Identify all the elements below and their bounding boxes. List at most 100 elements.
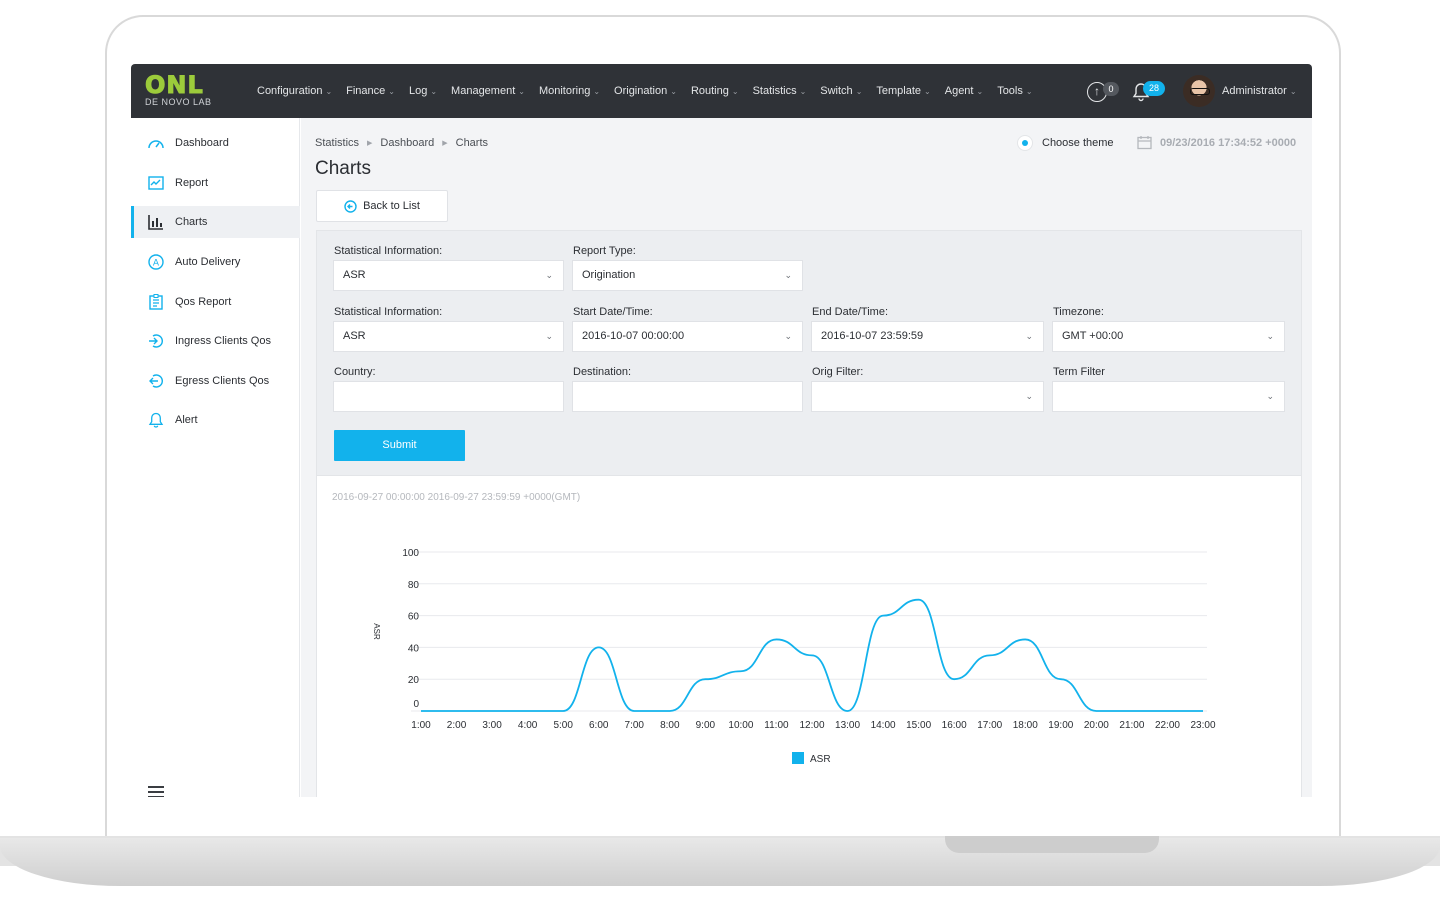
qos-report-icon	[147, 293, 165, 311]
sidebar-item-auto-delivery[interactable]: A Auto Delivery	[131, 246, 300, 278]
chevron-down-icon: ⌄	[1025, 331, 1033, 341]
x-tick-label: 18:00	[1013, 720, 1038, 731]
breadcrumb: Statistics ▶ Dashboard ▶ Charts	[315, 137, 488, 149]
logo[interactable]: ONL DE NOVO LAB	[145, 71, 225, 110]
term-filter-label: Term Filter	[1053, 366, 1105, 378]
x-tick-label: 10:00	[728, 720, 753, 731]
chart-panel: 2016-09-27 00:00:00 2016-09-27 23:59:59 …	[316, 476, 1302, 797]
menu-configuration[interactable]: Configuration ⌄	[257, 85, 333, 97]
x-tick-label: 7:00	[625, 720, 645, 731]
x-tick-label: 6:00	[589, 720, 609, 731]
chevron-down-icon: ⌄	[545, 331, 553, 341]
x-tick-label: 23:00	[1190, 720, 1215, 731]
menu-log[interactable]: Log ⌄	[408, 85, 438, 97]
sidebar-item-charts[interactable]: Charts	[131, 206, 300, 238]
menu-agent[interactable]: Agent ⌄	[944, 85, 984, 97]
ingress-icon	[147, 332, 165, 350]
menu-switch[interactable]: Switch ⌄	[820, 85, 863, 97]
x-tick-label: 9:00	[696, 720, 716, 731]
x-tick-label: 13:00	[835, 720, 860, 731]
destination-input[interactable]	[572, 381, 803, 412]
x-tick-label: 17:00	[977, 720, 1002, 731]
breadcrumb-statistics[interactable]: Statistics	[315, 137, 360, 149]
y-tick-label: 100	[402, 548, 419, 559]
end-datetime-label: End Date/Time:	[812, 306, 889, 318]
user-menu[interactable]: Administrator ⌄	[1222, 85, 1297, 97]
notification-count-badge: 28	[1143, 81, 1165, 96]
auto-delivery-icon: A	[147, 253, 165, 271]
submit-button[interactable]: Submit	[334, 430, 465, 461]
chevron-down-icon: ⌄	[1266, 331, 1274, 341]
x-tick-label: 21:00	[1119, 720, 1144, 731]
charts-icon	[147, 213, 165, 231]
chevron-down-icon: ⌄	[799, 87, 807, 96]
svg-text:A: A	[153, 259, 160, 269]
stat-info-1-select[interactable]: ASR ⌄	[333, 260, 564, 291]
app-screen: ONL DE NOVO LAB Configuration ⌄ Finance ⌄ …	[131, 64, 1312, 797]
chevron-down-icon: ⌄	[924, 87, 931, 96]
chevron-down-icon: ⌄	[976, 87, 984, 96]
main-content: Statistics ▶ Dashboard ▶ Charts Charts C…	[301, 118, 1312, 797]
sidebar-item-report[interactable]: Report	[131, 167, 300, 199]
laptop-base	[0, 838, 1440, 886]
chevron-down-icon: ⌄	[545, 270, 553, 280]
chevron-right-icon: ▶	[367, 140, 373, 147]
chevron-down-icon: ⌄	[1289, 87, 1297, 96]
sidebar-item-qos-report[interactable]: Qos Report	[131, 286, 300, 318]
back-to-list-button[interactable]: Back to List	[316, 190, 448, 222]
stat-info-1-label: Statistical Information:	[334, 245, 443, 257]
start-datetime-label: Start Date/Time:	[573, 306, 653, 318]
logo-subtitle: DE NOVO LAB	[145, 97, 212, 107]
orig-filter-label: Orig Filter:	[812, 366, 864, 378]
menu-routing[interactable]: Routing ⌄	[690, 85, 739, 97]
timezone-select[interactable]: GMT +00:00 ⌄	[1052, 321, 1285, 352]
chevron-down-icon: ⌄	[670, 87, 677, 96]
country-label: Country:	[334, 366, 376, 378]
choose-theme[interactable]: Choose theme	[1018, 136, 1114, 150]
x-tick-label: 2:00	[447, 720, 467, 731]
arrow-left-circle-icon	[344, 199, 357, 213]
x-tick-label: 15:00	[906, 720, 931, 731]
menu-monitoring[interactable]: Monitoring ⌄	[538, 85, 601, 97]
country-input[interactable]	[333, 381, 564, 412]
legend-swatch-asr	[792, 752, 804, 764]
x-tick-label: 20:00	[1084, 720, 1109, 731]
sidebar-item-alert[interactable]: Alert	[131, 404, 300, 436]
menu-statistics[interactable]: Statistics ⌄	[752, 85, 807, 97]
logo-mark: ONL	[145, 71, 204, 99]
menu-tools[interactable]: Tools ⌄	[997, 85, 1033, 97]
menu-management[interactable]: Management ⌄	[451, 85, 525, 97]
asr-line-chart: 0 20 40 60 80 100 1:00 2:00 3:00 4:00 5:00 6:00 7:00…	[372, 548, 1216, 765]
chevron-down-icon: ⌄	[1025, 87, 1033, 96]
sidebar-item-ingress-clients-qos[interactable]: Ingress Clients Qos	[131, 325, 300, 357]
term-filter-select[interactable]: ⌄	[1052, 381, 1285, 412]
stat-info-2-select[interactable]: ASR ⌄	[333, 321, 564, 352]
menu-origination[interactable]: Origination ⌄	[614, 85, 677, 97]
y-tick-label: 20	[408, 675, 420, 686]
x-tick-label: 1:00	[411, 720, 431, 731]
report-type-label: Report Type:	[573, 245, 636, 257]
chevron-down-icon: ⌄	[1025, 391, 1033, 401]
breadcrumb-dashboard[interactable]: Dashboard	[380, 137, 435, 149]
y-tick-label: 40	[408, 643, 420, 654]
chevron-right-icon: ▶	[442, 140, 448, 147]
theme-dot-icon	[1018, 136, 1032, 150]
y-tick-label: 0	[413, 699, 419, 710]
menu-finance[interactable]: Finance ⌄	[346, 85, 395, 97]
legend-label-asr: ASR	[810, 754, 831, 765]
user-avatar[interactable]	[1183, 75, 1215, 107]
hamburger-menu-icon[interactable]	[148, 786, 164, 797]
chevron-down-icon: ⌄	[784, 270, 792, 280]
end-datetime-field[interactable]: 2016-10-07 23:59:59 ⌄	[811, 321, 1044, 352]
menu-template[interactable]: Template ⌄	[876, 85, 931, 97]
sidebar-item-egress-clients-qos[interactable]: Egress Clients Qos	[131, 365, 300, 397]
start-datetime-field[interactable]: 2016-10-07 00:00:00 ⌄	[572, 321, 803, 352]
dashboard-icon	[147, 134, 165, 152]
top-navbar: ONL DE NOVO LAB Configuration ⌄ Finance ⌄ …	[131, 64, 1312, 118]
x-tick-label: 4:00	[518, 720, 538, 731]
filter-panel: Statistical Information: ASR ⌄ Report Typ…	[316, 230, 1302, 476]
timezone-label: Timezone:	[1053, 306, 1104, 318]
sidebar-item-dashboard[interactable]: Dashboard	[131, 127, 300, 159]
orig-filter-select[interactable]: ⌄	[811, 381, 1044, 412]
report-type-select[interactable]: Origination ⌄	[572, 260, 803, 291]
